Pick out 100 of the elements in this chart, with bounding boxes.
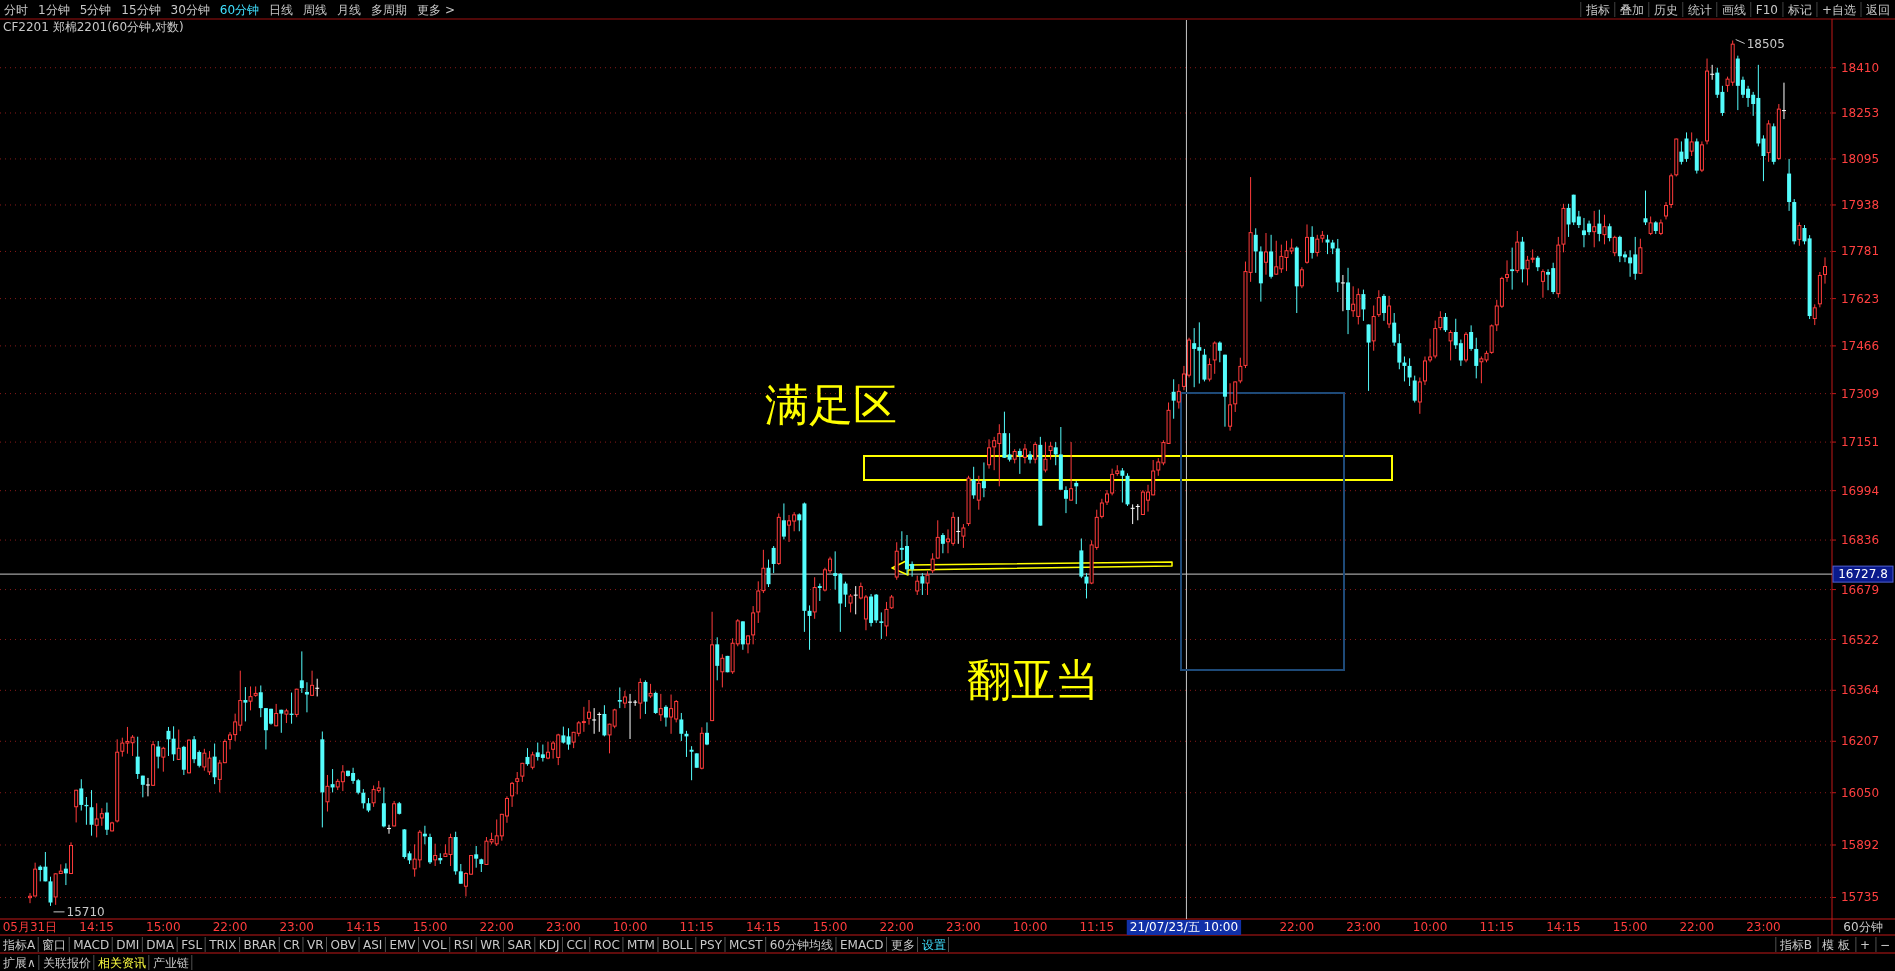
candlestick (258, 684, 263, 718)
candlestick (689, 745, 694, 781)
candlestick (94, 802, 99, 838)
candlestick (987, 438, 992, 470)
candlestick (1510, 247, 1515, 291)
text: EMV (389, 938, 417, 952)
x-tick-label: 14:15 (79, 920, 114, 934)
candlestick (679, 712, 684, 742)
candlestick (756, 580, 761, 624)
text: 指标B (1778, 938, 1813, 952)
candlestick (1299, 266, 1304, 289)
x-tick-label: 10:00 (1412, 920, 1448, 934)
text: RSI (453, 938, 474, 952)
candlestick (981, 461, 986, 498)
text: KDJ (538, 938, 560, 952)
text: 多周期 (371, 3, 408, 17)
x-tick-label: 23:00 (279, 920, 314, 934)
candlestick (751, 605, 756, 645)
candlestick (74, 789, 79, 823)
text: ROC (593, 938, 620, 952)
candlestick (166, 726, 171, 757)
candlestick (1043, 441, 1048, 473)
x-tick-label: 14:15 (346, 920, 381, 934)
candlestick (510, 781, 515, 808)
text: MTM (626, 938, 655, 952)
text: 指标A (2, 938, 36, 952)
y-tick-label: 18253 (1840, 105, 1880, 120)
text: DMI (116, 938, 140, 952)
y-tick-label: 17623 (1840, 291, 1880, 306)
candlestick (1802, 224, 1807, 245)
candlestick (248, 685, 253, 711)
text: 30分钟 (170, 3, 210, 17)
candlestick (330, 768, 335, 793)
candlestick (1797, 221, 1802, 247)
candlestick (1597, 209, 1602, 242)
candlestick (1592, 210, 1597, 248)
text: 60分钟 (219, 3, 260, 17)
candlestick (628, 693, 633, 740)
candlestick (1628, 249, 1633, 278)
y-tick-label: 17151 (1840, 435, 1880, 450)
x-tick-label: 22:00 (1279, 920, 1315, 934)
x-tick-label: 23:00 (946, 920, 981, 934)
candlestick (1171, 378, 1176, 420)
annotation: 15710 (66, 904, 105, 919)
candlestick (361, 788, 366, 810)
text: 窗口 (42, 938, 67, 952)
candlestick (104, 802, 109, 836)
text: VR (306, 938, 324, 952)
y-tick-label: 17466 (1840, 338, 1880, 353)
candlestick (540, 744, 545, 763)
candlestick (1812, 303, 1817, 326)
candlestick (1505, 259, 1510, 283)
y-tick-label: 16207 (1840, 734, 1880, 749)
text: 周线 (303, 3, 328, 17)
candlestick (940, 532, 945, 554)
candlestick (1263, 232, 1268, 276)
text: 60分钟 (1843, 920, 1883, 934)
candlestick (1233, 380, 1238, 413)
candlestick (1417, 376, 1422, 415)
candlestick (658, 693, 663, 722)
candlestick (181, 745, 186, 776)
x-tick-label: 23:00 (546, 920, 581, 934)
candlestick (1361, 289, 1366, 322)
candlestick (587, 699, 592, 726)
ref-line-label: 16727.8 (1838, 567, 1888, 582)
candlestick (207, 750, 212, 776)
candlestick (976, 475, 981, 511)
x-tick-label: 14:15 (746, 920, 781, 934)
y-tick-label: 18095 (1840, 151, 1880, 166)
text: 1分钟 (38, 3, 70, 17)
candlestick (602, 704, 607, 737)
text: EMACD (839, 938, 884, 952)
text: F10 (1755, 3, 1778, 17)
x-tick-label: 15:00 (812, 920, 848, 934)
candlestick (1479, 356, 1484, 384)
text: ASI (363, 938, 383, 952)
candlestick (48, 876, 53, 907)
x-tick-label: 11:15 (1079, 920, 1115, 934)
chart-title: CF2201 郑棉2201(60分钟,对数) (3, 20, 184, 34)
candlestick (1397, 333, 1402, 370)
candlestick (1464, 331, 1468, 363)
candlestick (1438, 310, 1443, 331)
candlestick (212, 743, 217, 785)
candlestick (879, 611, 884, 640)
candlestick (171, 725, 176, 762)
text: 模 板 (1822, 938, 1850, 952)
candlestick (1110, 468, 1115, 496)
candlestick (663, 704, 668, 728)
text: 分时 (4, 3, 28, 17)
candlestick (1366, 323, 1371, 392)
y-tick-label: 17309 (1840, 386, 1880, 401)
candlestick (971, 466, 976, 500)
candlestick (1192, 327, 1197, 388)
candlestick (1274, 240, 1279, 276)
x-tick-label: 22:00 (212, 920, 248, 934)
candlestick (956, 516, 961, 545)
text: 返回 (1866, 3, 1890, 17)
candlestick (787, 514, 792, 543)
x-tick-label: 05月31日 (2, 920, 58, 934)
candlestick (304, 681, 309, 713)
